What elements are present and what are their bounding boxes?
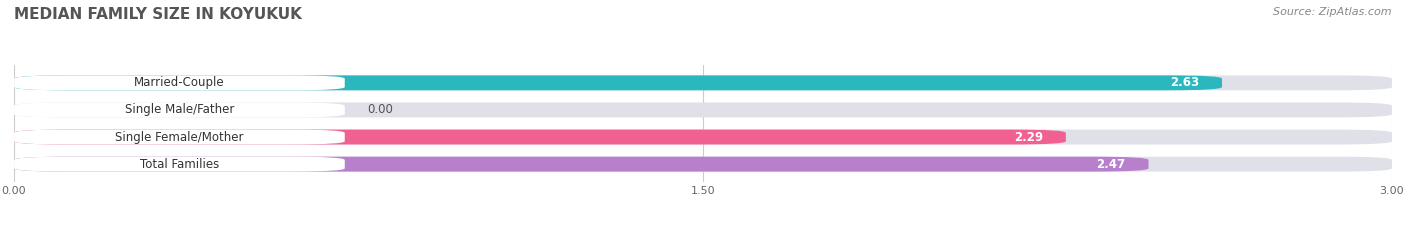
FancyBboxPatch shape [14, 75, 1392, 90]
FancyBboxPatch shape [14, 75, 344, 90]
Text: Single Female/Mother: Single Female/Mother [115, 130, 243, 144]
Text: Source: ZipAtlas.com: Source: ZipAtlas.com [1274, 7, 1392, 17]
Text: 2.29: 2.29 [1014, 130, 1043, 144]
FancyBboxPatch shape [14, 75, 1222, 90]
Text: 2.63: 2.63 [1170, 76, 1199, 89]
FancyBboxPatch shape [14, 130, 1392, 144]
Text: Single Male/Father: Single Male/Father [125, 103, 233, 116]
FancyBboxPatch shape [14, 103, 1392, 117]
Text: Total Families: Total Families [139, 158, 219, 171]
Text: MEDIAN FAMILY SIZE IN KOYUKUK: MEDIAN FAMILY SIZE IN KOYUKUK [14, 7, 302, 22]
FancyBboxPatch shape [14, 157, 1149, 171]
FancyBboxPatch shape [14, 157, 1392, 171]
Text: 2.47: 2.47 [1097, 158, 1126, 171]
FancyBboxPatch shape [14, 130, 1066, 144]
Text: 0.00: 0.00 [368, 103, 394, 116]
Text: Married-Couple: Married-Couple [134, 76, 225, 89]
FancyBboxPatch shape [14, 157, 344, 171]
FancyBboxPatch shape [14, 103, 344, 117]
FancyBboxPatch shape [14, 130, 344, 144]
